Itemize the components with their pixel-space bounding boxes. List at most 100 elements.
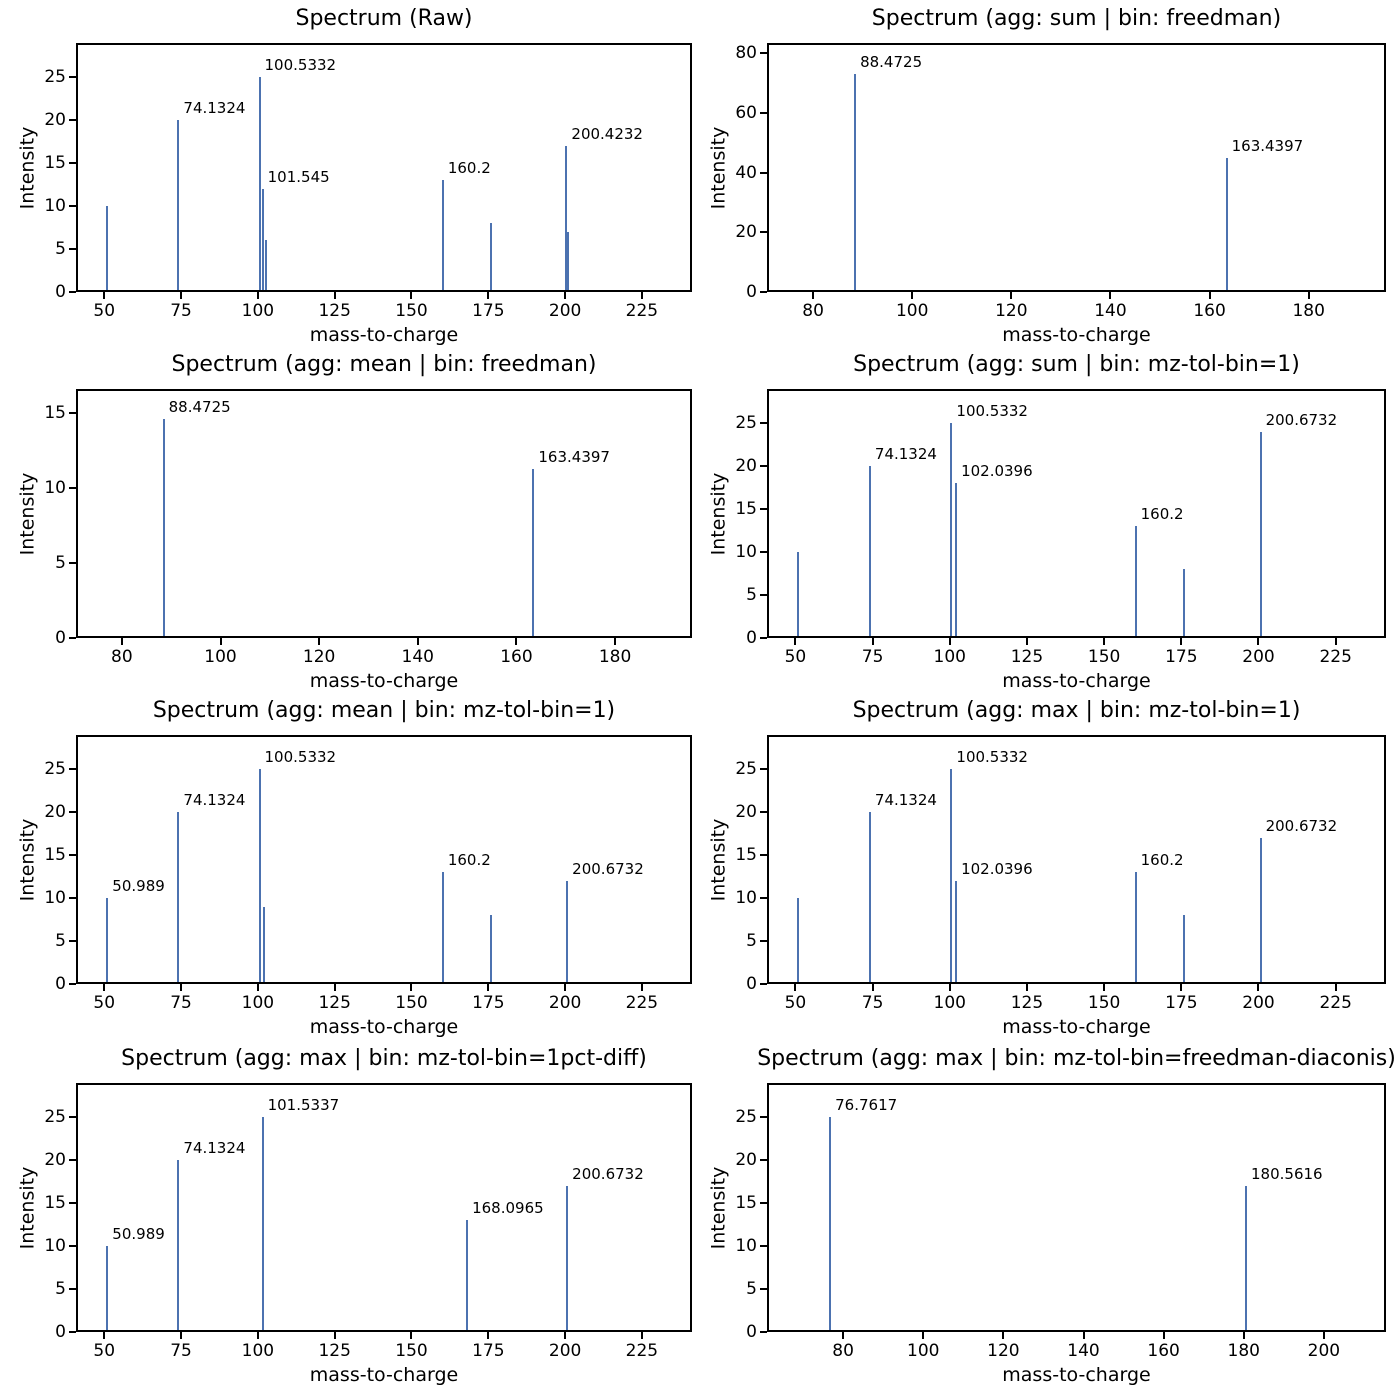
y-tick-mark: [760, 854, 767, 857]
x-tick-mark: [1334, 984, 1337, 991]
x-tick-mark: [842, 1332, 845, 1339]
x-tick-mark: [1180, 984, 1183, 991]
peak-line: [868, 466, 871, 636]
x-tick-label: 225: [625, 1341, 659, 1361]
axes-frame: [767, 1083, 1386, 1332]
peak-annotation: 168.0965: [472, 1199, 544, 1218]
y-tick-label: 25: [735, 1107, 757, 1128]
y-tick-label: 15: [44, 153, 66, 174]
y-tick-mark: [69, 854, 76, 857]
y-tick-label: 0: [55, 974, 66, 994]
x-tick-label: 125: [318, 993, 351, 1013]
y-tick-label: 80: [735, 43, 757, 64]
x-tick-label: 200: [1242, 647, 1275, 667]
plot-title: Spectrum (agg: sum | bin: freedman): [871, 6, 1282, 31]
x-tick-label: 200: [1307, 1341, 1341, 1361]
x-tick-label: 120: [987, 1341, 1020, 1361]
x-axis-label: mass-to-charge: [1002, 1016, 1151, 1038]
x-tick-label: 100: [241, 1341, 275, 1361]
y-tick-label: 15: [735, 499, 757, 520]
x-tick-mark: [1322, 1332, 1325, 1339]
x-tick-mark: [911, 292, 914, 299]
y-tick-label: 20: [735, 1150, 757, 1171]
y-tick-mark: [760, 112, 767, 115]
peak-annotation: 74.1324: [183, 791, 246, 810]
x-tick-mark: [1002, 1332, 1005, 1339]
peak-line: [955, 483, 958, 636]
peak-line: [566, 880, 569, 982]
y-tick-mark: [69, 412, 76, 414]
x-tick-label: 140: [401, 647, 435, 667]
x-tick-label: 180: [1227, 1341, 1260, 1361]
peak-line: [1259, 431, 1262, 636]
x-tick-label: 180: [1292, 301, 1325, 321]
peak-annotation: 50.989: [112, 1225, 165, 1244]
plot-title: Spectrum (agg: sum | bin: mz-tol-bin=1): [853, 352, 1300, 377]
peak-line: [441, 872, 444, 982]
x-axis-label: mass-to-charge: [309, 1364, 459, 1386]
y-tick-mark: [69, 940, 76, 943]
x-tick-mark: [1025, 638, 1028, 645]
y-tick-label: 15: [44, 403, 66, 423]
peak-line: [797, 552, 800, 636]
x-tick-label: 50: [784, 647, 807, 667]
x-tick-mark: [120, 638, 123, 645]
peak-annotation: 100.5332: [956, 748, 1028, 767]
x-tick-label: 175: [472, 1341, 505, 1361]
x-tick-mark: [871, 984, 874, 991]
x-tick-mark: [180, 984, 183, 991]
y-tick-mark: [760, 231, 767, 234]
y-tick-label: 0: [55, 628, 66, 648]
x-tick-label: 160: [500, 647, 533, 667]
peak-annotation: 180.5616: [1251, 1165, 1323, 1184]
x-tick-label: 150: [395, 301, 428, 321]
x-tick-mark: [1109, 292, 1112, 299]
x-tick-label: 100: [933, 993, 966, 1013]
x-tick-label: 150: [395, 993, 428, 1013]
y-tick-mark: [760, 551, 767, 554]
y-tick-label: 25: [44, 759, 66, 780]
y-tick-mark: [760, 508, 767, 511]
x-tick-mark: [1162, 1332, 1165, 1339]
peak-line: [955, 880, 958, 982]
peak-line: [177, 1160, 180, 1330]
peak-line: [829, 1117, 832, 1330]
x-tick-label: 125: [318, 1341, 351, 1361]
x-tick-label: 175: [1165, 993, 1198, 1013]
y-tick-mark: [69, 811, 76, 814]
x-tick-mark: [1103, 984, 1106, 991]
x-tick-mark: [333, 1332, 336, 1339]
x-tick-label: 160: [1193, 301, 1226, 321]
x-tick-label: 75: [861, 647, 884, 667]
x-tick-mark: [416, 638, 419, 645]
peak-line: [566, 1186, 569, 1330]
x-tick-label: 225: [625, 993, 659, 1013]
x-tick-label: 50: [93, 301, 116, 321]
x-tick-mark: [564, 292, 567, 299]
y-tick-label: 5: [746, 1279, 757, 1300]
y-tick-mark: [760, 594, 767, 597]
x-tick-label: 125: [318, 301, 351, 321]
y-tick-mark: [69, 1288, 76, 1291]
peak-line: [868, 812, 871, 982]
x-tick-label: 175: [472, 993, 505, 1013]
x-tick-label: 100: [241, 993, 275, 1013]
x-tick-mark: [812, 292, 815, 299]
axes-frame: [76, 1083, 692, 1332]
y-tick-label: 60: [735, 103, 757, 124]
y-tick-mark: [69, 248, 76, 251]
y-tick-label: 5: [55, 931, 66, 952]
peak-line: [441, 180, 444, 290]
y-tick-label: 40: [735, 162, 757, 183]
y-tick-mark: [69, 1116, 76, 1119]
peak-annotation: 160.2: [1140, 505, 1184, 524]
y-tick-mark: [69, 768, 76, 771]
x-tick-mark: [256, 1332, 259, 1339]
x-tick-mark: [1257, 984, 1260, 991]
y-tick-mark: [69, 562, 76, 564]
y-tick-mark: [760, 1288, 767, 1291]
y-tick-label: 20: [44, 802, 66, 823]
peak-line: [490, 915, 493, 982]
peak-line: [258, 769, 261, 982]
